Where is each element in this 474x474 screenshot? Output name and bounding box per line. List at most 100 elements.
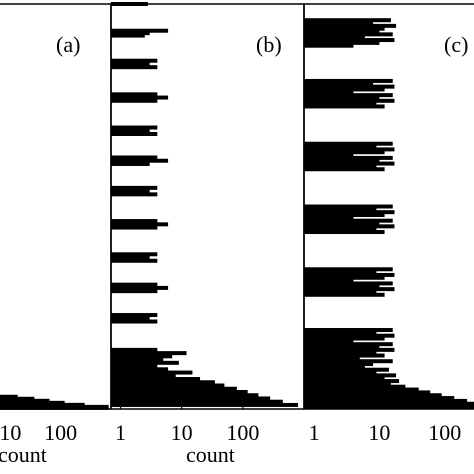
bar-2-22: [304, 147, 395, 152]
bar-0-2: [0, 394, 18, 400]
bar-1-12: [111, 132, 158, 137]
bar-1-39: [111, 373, 176, 378]
bar-1-32: [111, 351, 187, 356]
bar-1-19: [111, 219, 158, 224]
bar-2-77: [304, 404, 474, 409]
bar-2-5: [304, 32, 393, 37]
bar-2-27: [304, 161, 395, 166]
bar-2-4: [304, 29, 380, 34]
x-axis-title: count: [186, 442, 235, 467]
x-tick-label: 100: [226, 420, 259, 445]
bar-1-10: [111, 125, 158, 130]
bar-1-4: [111, 58, 158, 63]
bar-1-13: [111, 155, 158, 160]
bar-2-51: [304, 330, 377, 335]
bar-2-70: [304, 384, 406, 389]
bar-1-9: [111, 98, 158, 103]
bar-2-65: [304, 370, 377, 375]
bar-2-44: [304, 278, 354, 283]
x-tick-label: 10: [171, 420, 193, 445]
bar-2-37: [304, 224, 395, 229]
bar-2-33: [304, 213, 385, 218]
bar-2-16: [304, 95, 380, 100]
bar-1-40: [111, 377, 201, 382]
bar-2-68: [304, 379, 400, 384]
bar-1-34: [111, 357, 164, 362]
bar-1-31: [111, 347, 158, 352]
bar-2-38: [304, 227, 377, 232]
bar-2-0: [304, 18, 391, 23]
bar-1-45: [111, 393, 259, 398]
bar-2-49: [304, 292, 385, 297]
bar-2-13: [304, 87, 385, 92]
bar-2-6: [304, 35, 365, 40]
bar-2-11: [304, 81, 374, 86]
bar-2-42: [304, 272, 395, 277]
bar-2-76: [304, 401, 474, 406]
bar-1-17: [111, 189, 150, 194]
bar-2-72: [304, 390, 431, 395]
bar-1-23: [111, 255, 150, 260]
bar-1-5: [111, 61, 150, 66]
bar-1-37: [111, 367, 169, 372]
bar-1-21: [111, 225, 158, 230]
bar-1-7: [111, 92, 158, 97]
bar-2-73: [304, 393, 442, 398]
bar-1-46: [111, 396, 271, 401]
panel-label-b: (b): [256, 32, 282, 57]
bar-2-58: [304, 350, 377, 355]
bar-2-23: [304, 150, 385, 155]
bar-2-48: [304, 289, 377, 294]
bar-2-46: [304, 284, 380, 289]
bar-2-14: [304, 90, 354, 95]
bar-2-63: [304, 364, 365, 369]
x-tick-label: 100: [428, 420, 461, 445]
panel-c: (c) 1 10 100: [303, 3, 474, 445]
bar-2-21: [304, 144, 377, 149]
bar-1-18: [111, 192, 158, 197]
x-tick-label: 10: [368, 420, 390, 445]
bar-2-60: [304, 356, 360, 361]
bar-2-74: [304, 396, 455, 401]
bar-2-56: [304, 345, 380, 350]
bar-2-9: [304, 43, 354, 48]
bar-1-48: [111, 402, 299, 407]
bar-1-3: [111, 33, 145, 38]
bar-1-30: [111, 319, 158, 324]
bar-1-44: [111, 389, 248, 394]
bar-2-29: [304, 167, 385, 172]
bar-1-36: [111, 364, 158, 369]
bar-2-54: [304, 339, 354, 344]
bar-2-39: [304, 230, 385, 235]
bar-2-61: [304, 359, 393, 364]
bar-2-53: [304, 336, 385, 341]
bar-2-40: [304, 267, 393, 272]
bar-1-26: [111, 285, 169, 290]
bar-2-28: [304, 164, 377, 169]
bar-2-59: [304, 353, 385, 358]
bar-1-28: [111, 313, 158, 318]
bar-2-57: [304, 347, 395, 352]
bar-2-62: [304, 362, 374, 367]
bar-2-1: [304, 21, 374, 26]
bar-2-71: [304, 387, 419, 392]
bar-2-20: [304, 141, 393, 146]
bar-1-29: [111, 316, 150, 321]
x-tick-label: 10: [0, 420, 21, 445]
bar-2-52: [304, 333, 395, 338]
x-tick-label: 1: [309, 420, 320, 445]
bar-1-1: [111, 28, 169, 33]
bar-2-15: [304, 93, 393, 98]
bar-1-8: [111, 95, 169, 100]
bar-2-18: [304, 101, 377, 106]
bar-2-75: [304, 398, 468, 403]
x-tick-label: 100: [44, 420, 77, 445]
bar-1-16: [111, 185, 158, 190]
bar-1-22: [111, 252, 158, 257]
bar-1-25: [111, 282, 158, 287]
bar-1-15: [111, 161, 150, 166]
bar-1-47: [111, 399, 283, 404]
bar-2-19: [304, 104, 385, 109]
bar-1-38: [111, 370, 193, 375]
